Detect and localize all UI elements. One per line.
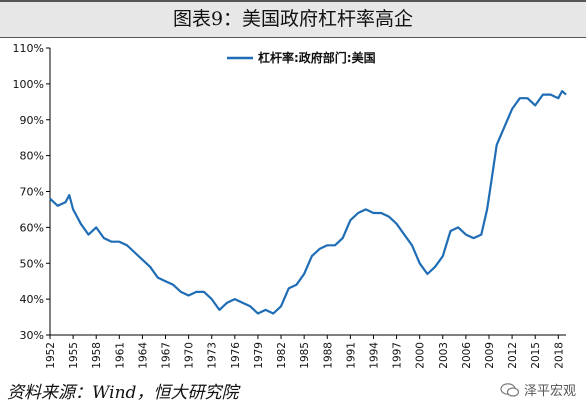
y-tick-label: 70% bbox=[20, 186, 44, 199]
legend-label: 杠杆率:政府部门:美国 bbox=[258, 50, 376, 65]
watermark: 泽平宏观 bbox=[500, 380, 576, 399]
y-tick-label: 30% bbox=[20, 329, 44, 342]
y-tick-label: 60% bbox=[20, 221, 44, 234]
y-tick-label: 110% bbox=[13, 42, 44, 55]
x-tick-label: 1982 bbox=[276, 342, 288, 369]
y-tick-label: 40% bbox=[20, 293, 44, 306]
chart-axes: 30% 40% 50% 60% 70% 80% 90% 100% 110% 1952 1955 195… bbox=[13, 42, 566, 369]
figure-title: 图表9：美国政府杠杆率高企 bbox=[0, 0, 586, 38]
x-tick-label: 1967 bbox=[161, 342, 173, 369]
x-tick-label: 2003 bbox=[438, 342, 450, 369]
x-tick-label: 2012 bbox=[507, 342, 519, 369]
source-note: 资料来源：Wind，恒大研究院 bbox=[7, 383, 239, 403]
x-tick-label: 1985 bbox=[299, 342, 311, 369]
x-tick-label: 2009 bbox=[484, 342, 496, 369]
x-tick-label: 1976 bbox=[230, 342, 242, 369]
wechat-icon bbox=[500, 382, 520, 397]
x-tick-label: 1961 bbox=[114, 342, 126, 369]
x-tick-label: 1997 bbox=[392, 342, 404, 369]
watermark-text: 泽平宏观 bbox=[523, 384, 576, 399]
x-tick-label: 1964 bbox=[137, 342, 149, 369]
x-tick-label: 1991 bbox=[345, 342, 357, 369]
x-tick-label: 1988 bbox=[322, 342, 334, 369]
x-tick-label: 1970 bbox=[184, 342, 196, 369]
x-tick-label: 2015 bbox=[530, 342, 542, 369]
x-tick-label: 1958 bbox=[91, 342, 103, 369]
x-tick-label: 1979 bbox=[253, 342, 265, 369]
x-tick-label: 2018 bbox=[553, 342, 565, 369]
y-tick-label: 50% bbox=[20, 257, 44, 270]
x-tick-label: 2006 bbox=[461, 342, 473, 369]
x-tick-label: 1994 bbox=[368, 342, 380, 369]
x-tick-label: 1955 bbox=[68, 342, 80, 369]
series-line bbox=[49, 90, 567, 315]
y-tick-label: 90% bbox=[20, 114, 44, 127]
y-tick-label: 80% bbox=[20, 150, 44, 163]
x-tick-label: 1973 bbox=[207, 342, 219, 369]
line-chart: 30% 40% 50% 60% 70% 80% 90% 100% 110% 1952 1955 195… bbox=[13, 42, 567, 369]
series-layer bbox=[49, 90, 567, 315]
y-tick-label: 100% bbox=[13, 78, 44, 91]
x-tick-label: 2000 bbox=[415, 342, 427, 369]
x-tick-label: 1952 bbox=[45, 342, 57, 369]
chart-legend: 杠杆率:政府部门:美国 bbox=[227, 50, 376, 65]
